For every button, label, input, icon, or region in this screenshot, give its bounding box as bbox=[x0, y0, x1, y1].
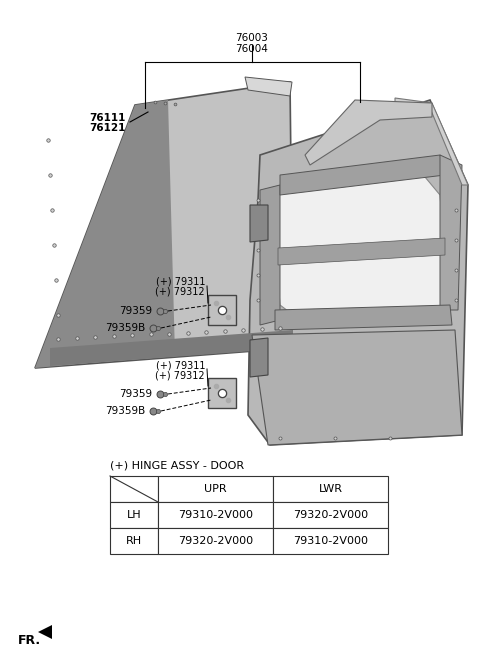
Text: 76004: 76004 bbox=[236, 44, 268, 54]
Polygon shape bbox=[252, 330, 462, 445]
Text: 79359B: 79359B bbox=[105, 406, 145, 416]
Text: UPR: UPR bbox=[204, 484, 227, 494]
Text: 79310-2V000: 79310-2V000 bbox=[293, 536, 368, 546]
Text: 76003: 76003 bbox=[236, 33, 268, 43]
Polygon shape bbox=[440, 155, 462, 310]
Polygon shape bbox=[35, 82, 293, 368]
Polygon shape bbox=[280, 155, 445, 195]
Polygon shape bbox=[395, 98, 468, 185]
Bar bbox=[110, 502, 158, 528]
Text: 79310-2V000: 79310-2V000 bbox=[178, 510, 253, 520]
Polygon shape bbox=[250, 338, 268, 377]
Polygon shape bbox=[250, 205, 268, 242]
Text: 79359: 79359 bbox=[119, 389, 152, 399]
Text: (+) 79312: (+) 79312 bbox=[156, 370, 205, 380]
Text: 76111: 76111 bbox=[90, 113, 126, 123]
Text: 79320-2V000: 79320-2V000 bbox=[293, 510, 368, 520]
Bar bbox=[208, 378, 236, 408]
Bar bbox=[273, 476, 388, 502]
Polygon shape bbox=[275, 305, 452, 330]
Polygon shape bbox=[275, 165, 448, 320]
Polygon shape bbox=[260, 185, 280, 325]
Text: 79359B: 79359B bbox=[105, 323, 145, 333]
Text: FR.: FR. bbox=[18, 633, 41, 646]
Text: 76121: 76121 bbox=[90, 123, 126, 133]
Polygon shape bbox=[305, 100, 432, 165]
Bar bbox=[158, 476, 273, 502]
Text: RH: RH bbox=[126, 536, 142, 546]
Text: 79359: 79359 bbox=[119, 306, 152, 316]
Text: (+) 79311: (+) 79311 bbox=[156, 277, 205, 287]
Text: (+) 79312: (+) 79312 bbox=[156, 287, 205, 297]
Text: 79320-2V000: 79320-2V000 bbox=[178, 536, 253, 546]
Polygon shape bbox=[278, 238, 445, 265]
Polygon shape bbox=[245, 77, 292, 96]
Polygon shape bbox=[248, 100, 468, 445]
Polygon shape bbox=[38, 625, 52, 639]
Bar bbox=[158, 502, 273, 528]
Bar bbox=[273, 502, 388, 528]
Text: (+) 79311: (+) 79311 bbox=[156, 360, 205, 370]
Text: LH: LH bbox=[127, 510, 141, 520]
Bar bbox=[208, 295, 236, 325]
Bar bbox=[110, 528, 158, 554]
Text: (+) HINGE ASSY - DOOR: (+) HINGE ASSY - DOOR bbox=[110, 461, 244, 471]
Polygon shape bbox=[35, 100, 175, 368]
Text: LWR: LWR bbox=[319, 484, 343, 494]
Bar bbox=[110, 476, 158, 502]
Bar bbox=[158, 528, 273, 554]
Bar bbox=[273, 528, 388, 554]
Polygon shape bbox=[50, 330, 293, 366]
